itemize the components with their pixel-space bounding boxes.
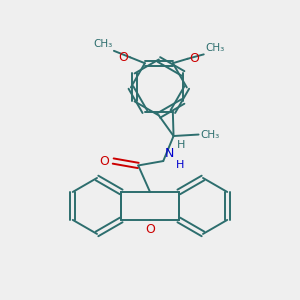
Text: O: O bbox=[118, 51, 128, 64]
Text: N: N bbox=[165, 147, 174, 160]
Text: H: H bbox=[177, 140, 185, 150]
Text: CH₃: CH₃ bbox=[200, 130, 219, 140]
Text: O: O bbox=[189, 52, 199, 65]
Text: CH₃: CH₃ bbox=[205, 43, 224, 53]
Text: O: O bbox=[145, 224, 155, 236]
Text: H: H bbox=[176, 160, 184, 170]
Text: CH₃: CH₃ bbox=[93, 39, 112, 50]
Text: O: O bbox=[99, 154, 109, 167]
